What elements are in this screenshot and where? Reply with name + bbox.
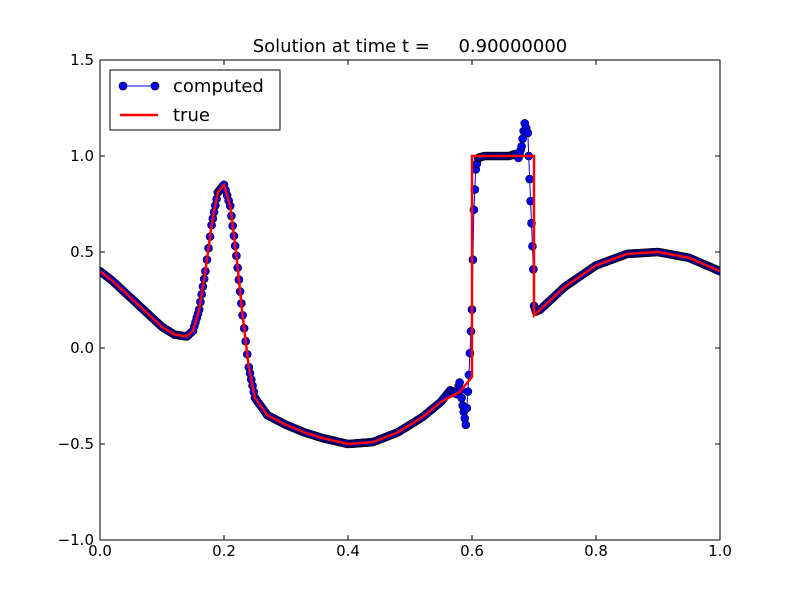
x-tick-label: 0.8 bbox=[584, 542, 608, 560]
computed-point bbox=[461, 420, 471, 430]
y-tick-label: 1.5 bbox=[70, 51, 94, 69]
chart-title: Solution at time t = 0.90000000 bbox=[253, 36, 568, 57]
computed-point bbox=[523, 128, 533, 138]
legend-swatch-computed-marker-left bbox=[118, 81, 128, 91]
y-tick-label: 1.0 bbox=[70, 147, 94, 165]
series-layer bbox=[100, 119, 720, 449]
x-tick-label: 0.4 bbox=[336, 542, 360, 560]
y-tick-label: −1.0 bbox=[58, 531, 94, 549]
true-series-line bbox=[100, 154, 720, 446]
computed-point bbox=[462, 403, 472, 413]
x-tick-label: 1.0 bbox=[708, 542, 732, 560]
y-tick-label: −0.5 bbox=[58, 435, 94, 453]
computed-point bbox=[525, 174, 534, 184]
legend-swatch-computed-marker-right bbox=[150, 81, 160, 91]
y-tick-label: 0.0 bbox=[70, 339, 94, 357]
legend-label-computed: computed bbox=[173, 76, 264, 97]
legend-label-true: true bbox=[173, 105, 210, 126]
legend: computed true bbox=[109, 69, 281, 131]
legend-box bbox=[109, 69, 281, 131]
computed-point bbox=[457, 393, 466, 403]
y-tick-label: 0.5 bbox=[70, 243, 94, 261]
x-tick-label: 0.2 bbox=[212, 542, 236, 560]
ticks-layer: 0.0 0.2 0.4 0.6 0.8 1.0 −1.0 −0.5 0.0 0.5 1.0 1.5 bbox=[58, 51, 732, 560]
x-tick-label: 0.6 bbox=[460, 542, 484, 560]
plot-frame bbox=[99, 59, 721, 541]
computed-point bbox=[517, 142, 526, 151]
computed-point bbox=[463, 387, 473, 396]
computed-point bbox=[455, 378, 464, 387]
x-tick-label: 0.0 bbox=[88, 542, 112, 560]
